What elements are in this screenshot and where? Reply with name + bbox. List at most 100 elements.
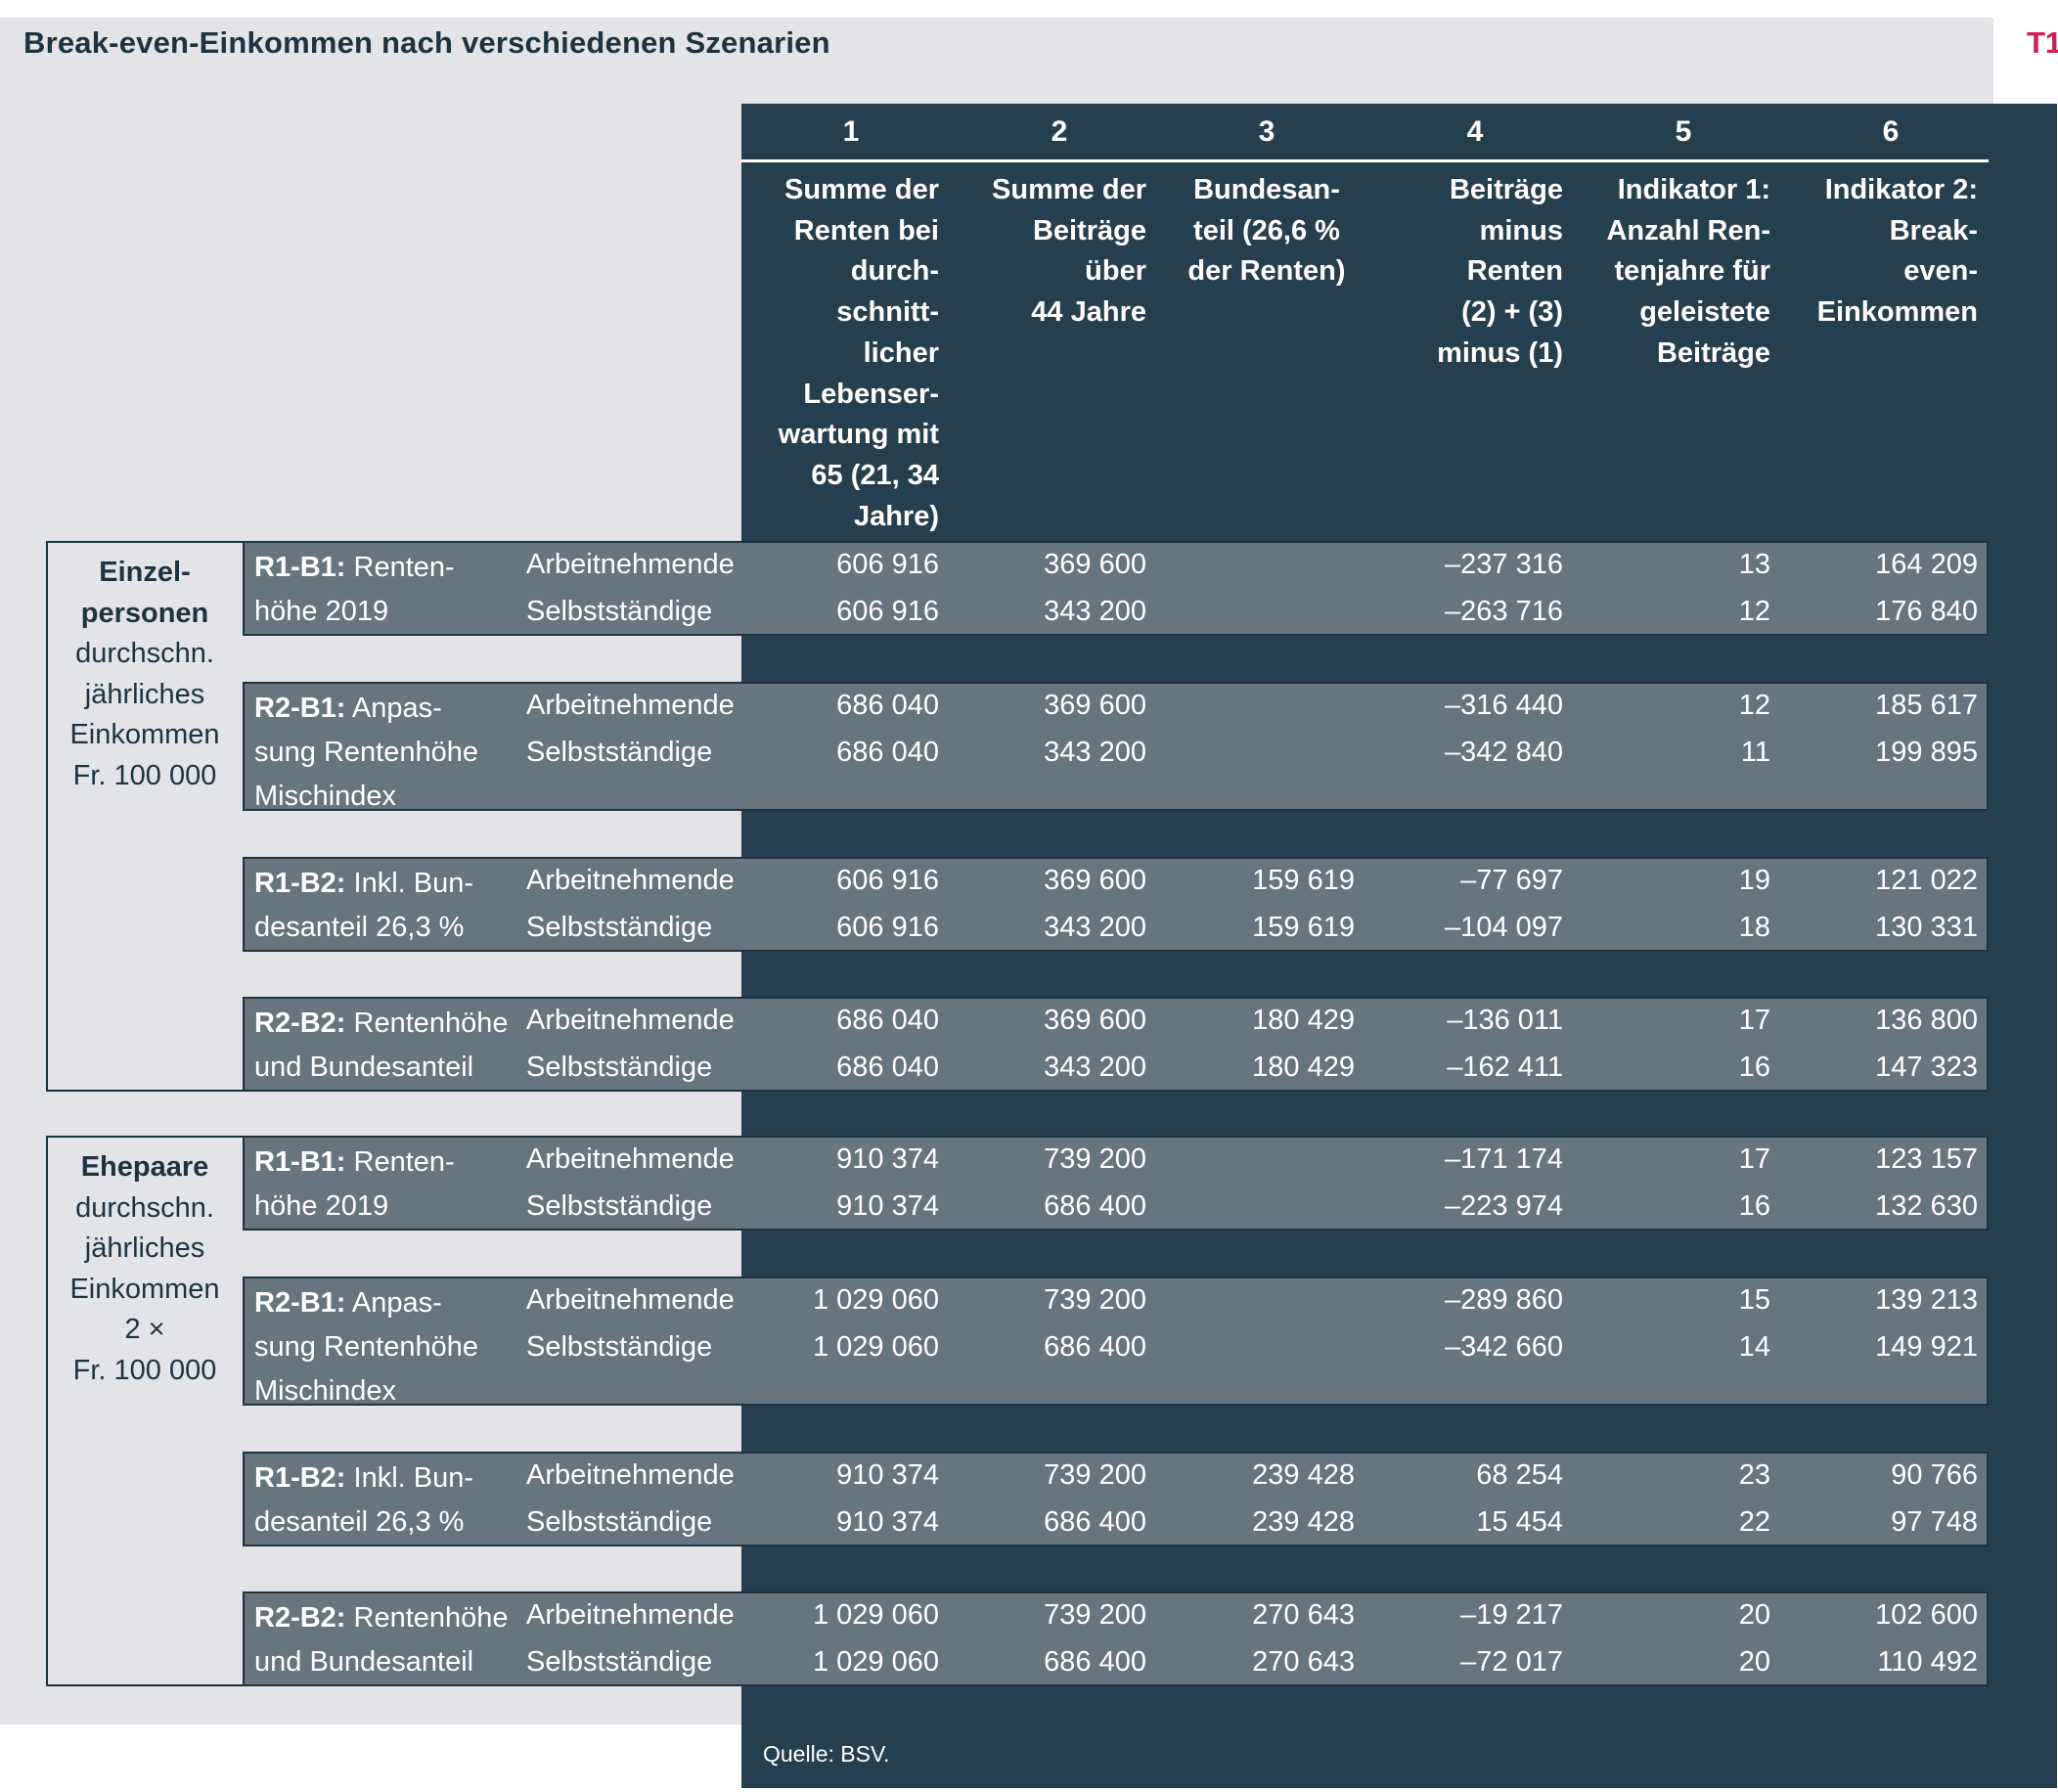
value-cell-col6: 149 921 bbox=[1875, 1331, 1978, 1363]
scenario-label: R1-B2: Inkl. Bun- desanteil 26,3 % bbox=[254, 862, 518, 950]
value-cell-col6: 132 630 bbox=[1875, 1190, 1978, 1222]
row-type-label: Selbstständige bbox=[526, 912, 713, 943]
table-id: T1 bbox=[2027, 25, 2058, 60]
column-number-2: 2 bbox=[1051, 115, 1068, 148]
value-cell-col3: 159 619 bbox=[1252, 912, 1355, 943]
value-cell-col1: 686 040 bbox=[836, 1005, 939, 1036]
value-cell-col3: 180 429 bbox=[1252, 1052, 1355, 1083]
scenario-description: Renten- höhe 2019 bbox=[254, 552, 455, 627]
scenario-code: R1-B1: bbox=[254, 552, 346, 583]
group-box bbox=[46, 1136, 244, 1686]
scenario-label: R1-B1: Renten- höhe 2019 bbox=[254, 546, 518, 634]
scenario-label: R1-B1: Renten- höhe 2019 bbox=[254, 1141, 518, 1229]
column-header-4: Beiträge minus Renten (2) + (3) minus (1… bbox=[1437, 174, 1563, 369]
group-label: Einzel- personen durchschn. jährliches E… bbox=[46, 553, 244, 796]
value-cell-col4: –263 716 bbox=[1445, 596, 1563, 627]
value-cell-col1: 910 374 bbox=[836, 1459, 939, 1491]
column-number-3: 3 bbox=[1258, 115, 1275, 148]
value-cell-col5: 23 bbox=[1738, 1459, 1770, 1491]
value-cell-col5: 19 bbox=[1738, 865, 1770, 896]
value-cell-col5: 18 bbox=[1738, 912, 1770, 943]
scenario-band bbox=[243, 541, 1989, 636]
value-cell-col4: –162 411 bbox=[1447, 1052, 1563, 1083]
scenario-code: R1-B2: bbox=[254, 1462, 346, 1494]
group-label-bold: Ehepaare bbox=[80, 1151, 209, 1183]
value-cell-col6: 121 022 bbox=[1875, 865, 1978, 896]
group-label-detail: durchschn. jährliches Einkommen Fr. 100 … bbox=[69, 638, 220, 791]
value-cell-col3: 239 428 bbox=[1252, 1459, 1355, 1491]
scenario-label: R2-B2: Rentenhöhe und Bundesanteil bbox=[254, 1596, 518, 1684]
header-rule bbox=[741, 159, 1989, 162]
scenario-description: Anpas- sung Rentenhöhe Mischindex bbox=[254, 693, 478, 812]
value-cell-col5: 16 bbox=[1738, 1190, 1770, 1222]
value-cell-col6: 185 617 bbox=[1875, 690, 1978, 721]
row-type-label: Arbeitnehmende bbox=[526, 1459, 735, 1491]
group-label: Ehepaare durchschn. jährliches Einkommen… bbox=[46, 1147, 244, 1391]
value-cell-col2: 343 200 bbox=[1044, 912, 1146, 943]
scenario-band bbox=[243, 1136, 1989, 1231]
value-cell-col4: 15 454 bbox=[1476, 1506, 1563, 1538]
column-number-1: 1 bbox=[842, 115, 860, 148]
value-cell-col2: 369 600 bbox=[1044, 690, 1146, 721]
row-type-label: Arbeitnehmende bbox=[526, 865, 735, 896]
value-cell-col5: 17 bbox=[1738, 1005, 1770, 1036]
value-cell-col6: 97 748 bbox=[1891, 1506, 1978, 1538]
value-cell-col5: 14 bbox=[1738, 1331, 1770, 1363]
value-cell-col2: 739 200 bbox=[1044, 1459, 1146, 1491]
value-cell-col4: –342 840 bbox=[1445, 737, 1563, 768]
value-cell-col6: 102 600 bbox=[1875, 1599, 1978, 1631]
value-cell-col1: 1 029 060 bbox=[812, 1331, 939, 1363]
row-type-label: Selbstständige bbox=[526, 1506, 713, 1538]
value-cell-col2: 686 400 bbox=[1044, 1190, 1146, 1222]
value-cell-col2: 369 600 bbox=[1044, 1005, 1146, 1036]
value-cell-col1: 910 374 bbox=[836, 1506, 939, 1538]
value-cell-col6: 176 840 bbox=[1875, 596, 1978, 627]
value-cell-col3: 239 428 bbox=[1252, 1506, 1355, 1538]
value-cell-col2: 343 200 bbox=[1044, 737, 1146, 768]
value-cell-col6: 164 209 bbox=[1875, 549, 1978, 580]
column-header-6: Indikator 2: Break- even- Einkommen bbox=[1816, 174, 1978, 329]
scenario-label: R2-B2: Rentenhöhe und Bundesanteil bbox=[254, 1002, 518, 1090]
row-type-label: Selbstständige bbox=[526, 1190, 713, 1222]
value-cell-col1: 606 916 bbox=[836, 912, 939, 943]
row-type-label: Selbstständige bbox=[526, 596, 713, 627]
value-cell-col5: 12 bbox=[1738, 596, 1770, 627]
scenario-band bbox=[243, 997, 1989, 1092]
scenario-code: R1-B1: bbox=[254, 1146, 346, 1178]
scenario-code: R2-B2: bbox=[254, 1008, 346, 1039]
value-cell-col6: 110 492 bbox=[1877, 1646, 1978, 1678]
value-cell-col1: 1 029 060 bbox=[812, 1599, 939, 1631]
value-cell-col5: 20 bbox=[1738, 1599, 1770, 1631]
scenario-label: R1-B2: Inkl. Bun- desanteil 26,3 % bbox=[254, 1456, 518, 1545]
value-cell-col2: 686 400 bbox=[1044, 1506, 1146, 1538]
scenario-code: R1-B2: bbox=[254, 868, 346, 899]
value-cell-col4: –223 974 bbox=[1445, 1190, 1563, 1222]
value-cell-col4: –316 440 bbox=[1445, 690, 1563, 721]
value-cell-col6: 136 800 bbox=[1875, 1005, 1978, 1036]
value-cell-col5: 13 bbox=[1738, 549, 1770, 580]
value-cell-col2: 686 400 bbox=[1044, 1646, 1146, 1678]
value-cell-col6: 123 157 bbox=[1875, 1143, 1978, 1175]
value-cell-col2: 739 200 bbox=[1044, 1143, 1146, 1175]
value-cell-col5: 16 bbox=[1738, 1052, 1770, 1083]
row-type-label: Selbstständige bbox=[526, 737, 713, 768]
scenario-band bbox=[243, 1277, 1989, 1406]
row-type-label: Arbeitnehmende bbox=[526, 1599, 735, 1631]
value-cell-col2: 369 600 bbox=[1044, 865, 1146, 896]
scenario-band bbox=[243, 682, 1989, 811]
value-cell-col1: 1 029 060 bbox=[812, 1284, 939, 1316]
value-cell-col5: 15 bbox=[1738, 1284, 1770, 1316]
value-cell-col5: 17 bbox=[1738, 1143, 1770, 1175]
row-type-label: Selbstständige bbox=[526, 1646, 713, 1678]
value-cell-col2: 369 600 bbox=[1044, 549, 1146, 580]
value-cell-col3: 270 643 bbox=[1252, 1599, 1355, 1631]
row-type-label: Selbstständige bbox=[526, 1331, 713, 1363]
value-cell-col4: –104 097 bbox=[1445, 912, 1563, 943]
scenario-description: Rentenhöhe und Bundesanteil bbox=[254, 1602, 509, 1678]
value-cell-col2: 739 200 bbox=[1044, 1599, 1146, 1631]
value-cell-col1: 686 040 bbox=[836, 690, 939, 721]
scenario-description: Inkl. Bun- desanteil 26,3 % bbox=[254, 1462, 474, 1538]
column-header-3: Bundesan- teil (26,6 % der Renten) bbox=[1187, 174, 1346, 288]
column-number-6: 6 bbox=[1882, 115, 1900, 148]
value-cell-col4: –77 697 bbox=[1460, 865, 1563, 896]
